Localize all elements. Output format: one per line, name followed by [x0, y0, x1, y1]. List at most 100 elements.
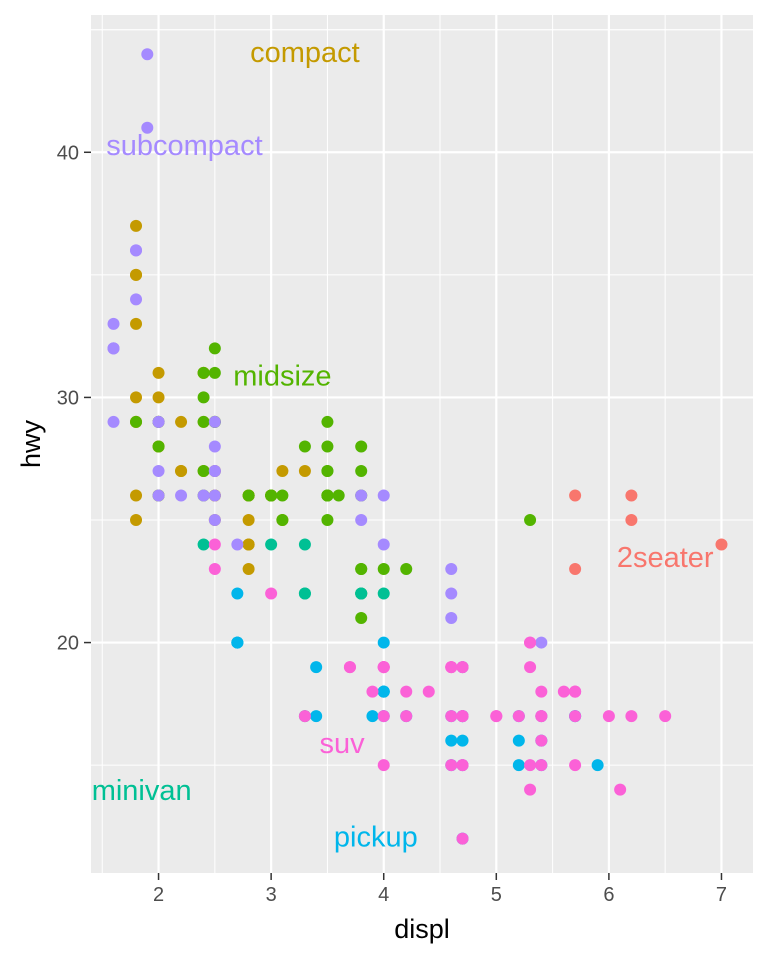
point-midsize — [355, 563, 368, 576]
point-midsize — [276, 513, 289, 526]
point-compact — [130, 391, 143, 404]
point-midsize — [355, 440, 368, 453]
point-suv — [400, 685, 413, 698]
point-suv — [265, 587, 278, 600]
point-pickup — [456, 734, 469, 747]
point-suv — [535, 759, 548, 772]
label-2seater: 2seater — [617, 542, 714, 574]
point-suv — [456, 759, 469, 772]
point-subcompact — [152, 464, 165, 477]
point-subcompact — [130, 293, 143, 306]
point-pickup — [512, 759, 525, 772]
point-suv — [569, 710, 582, 723]
point-subcompact — [355, 489, 368, 502]
y-axis: 20 30 40 — [57, 142, 91, 655]
point-midsize — [197, 464, 210, 477]
point-suv — [625, 710, 638, 723]
point-compact — [175, 464, 188, 477]
point-midsize — [321, 415, 334, 428]
point-compact — [130, 317, 143, 330]
point-compact — [130, 513, 143, 526]
x-axis: 2 3 4 5 6 7 — [153, 873, 727, 906]
point-midsize — [130, 415, 143, 428]
point-minivan — [355, 587, 368, 600]
point-suv — [400, 710, 413, 723]
point-compact — [152, 366, 165, 379]
point-minivan — [298, 587, 311, 600]
point-compact — [298, 464, 311, 477]
point-subcompact — [208, 440, 221, 453]
point-suv — [524, 783, 537, 796]
point-midsize — [400, 563, 413, 576]
point-suv — [557, 685, 570, 698]
point-2seater — [625, 513, 638, 526]
x-tick-label: 5 — [491, 884, 502, 906]
point-2seater — [569, 489, 582, 502]
point-minivan — [298, 538, 311, 551]
point-suv — [422, 685, 435, 698]
point-pickup — [445, 734, 458, 747]
point-suv — [343, 661, 356, 674]
point-pickup — [310, 661, 323, 674]
point-subcompact — [130, 244, 143, 257]
point-subcompact — [208, 513, 221, 526]
x-tick-label: 2 — [153, 884, 164, 906]
point-midsize — [332, 489, 345, 502]
point-suv — [208, 563, 221, 576]
y-tick-label: 40 — [57, 142, 79, 164]
point-minivan — [377, 587, 390, 600]
point-midsize — [298, 440, 311, 453]
point-compact — [130, 268, 143, 281]
label-subcompact: subcompact — [106, 130, 262, 162]
point-suv — [445, 759, 458, 772]
point-midsize — [355, 612, 368, 625]
point-subcompact — [535, 636, 548, 649]
point-pickup — [512, 734, 525, 747]
point-midsize — [321, 513, 334, 526]
point-suv — [490, 710, 503, 723]
point-suv — [569, 759, 582, 772]
point-compact — [130, 219, 143, 232]
point-pickup — [231, 636, 244, 649]
label-pickup: pickup — [334, 821, 418, 853]
point-suv — [456, 832, 469, 845]
point-suv — [602, 710, 615, 723]
point-subcompact — [445, 563, 458, 576]
point-suv — [366, 685, 379, 698]
point-subcompact — [208, 415, 221, 428]
point-2seater — [715, 538, 728, 551]
point-subcompact — [231, 538, 244, 551]
point-pickup — [310, 710, 323, 723]
point-suv — [524, 636, 537, 649]
y-tick-label: 20 — [57, 633, 79, 655]
point-minivan — [265, 538, 278, 551]
point-subcompact — [141, 48, 154, 61]
point-suv — [445, 710, 458, 723]
point-subcompact — [355, 513, 368, 526]
point-pickup — [591, 759, 604, 772]
point-minivan — [197, 538, 210, 551]
point-compact — [242, 563, 255, 576]
point-midsize — [524, 513, 537, 526]
point-suv — [535, 734, 548, 747]
point-midsize — [197, 391, 210, 404]
point-subcompact — [107, 342, 120, 355]
point-subcompact — [208, 489, 221, 502]
point-suv — [445, 661, 458, 674]
point-subcompact — [197, 489, 210, 502]
x-tick-label: 3 — [266, 884, 277, 906]
point-midsize — [197, 415, 210, 428]
label-compact: compact — [250, 37, 360, 69]
point-subcompact — [445, 587, 458, 600]
point-compact — [276, 464, 289, 477]
y-axis-title: hwy — [16, 419, 46, 468]
point-subcompact — [141, 121, 154, 134]
x-tick-label: 7 — [716, 884, 727, 906]
label-suv: suv — [319, 728, 365, 760]
point-pickup — [377, 636, 390, 649]
point-2seater — [569, 563, 582, 576]
point-suv — [535, 685, 548, 698]
point-subcompact — [377, 538, 390, 551]
point-subcompact — [152, 489, 165, 502]
major-gridlines — [91, 15, 753, 873]
